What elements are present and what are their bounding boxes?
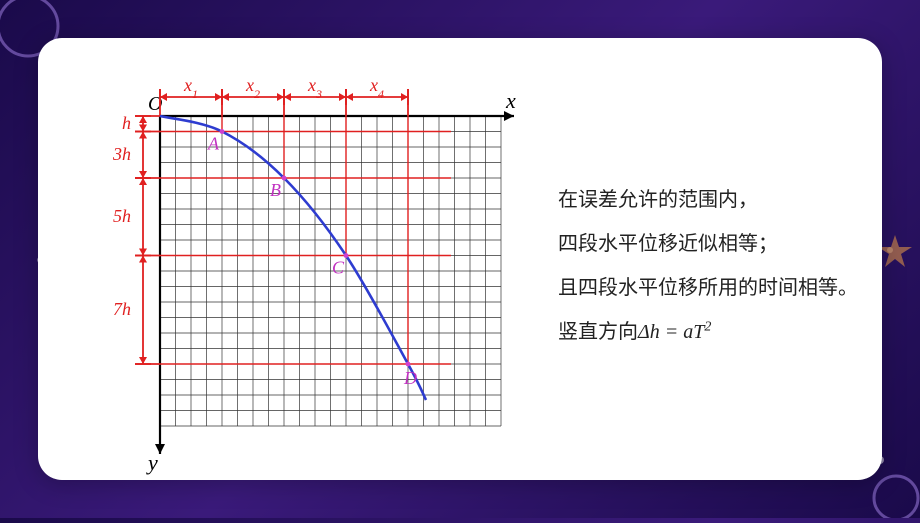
content-card: O x y x1x2x3x4 h3h5h7h ABCD 在误差允许的范围内， 四…: [38, 38, 882, 480]
svg-text:5h: 5h: [113, 206, 131, 226]
y-segment-brackets: h 3h 5h 7h: [112, 113, 160, 364]
text-line-3: 且四段水平位移所用的时间相等。: [558, 266, 888, 310]
svg-text:B: B: [270, 180, 281, 200]
x-axis-label: x: [505, 88, 516, 113]
line4-sup: 2: [704, 319, 711, 334]
trajectory-curve: [160, 116, 426, 400]
x-segment-brackets: x1x2x3x4: [160, 78, 408, 116]
svg-text:h: h: [122, 113, 131, 133]
physics-diagram: O x y x1x2x3x4 h 3h 5h 7h A B C D: [108, 78, 528, 478]
curve-points: A B C D: [207, 129, 417, 388]
explanation-text: 在误差允许的范围内， 四段水平位移近似相等； 且四段水平位移所用的时间相等。 竖…: [558, 178, 888, 354]
svg-text:D: D: [403, 368, 417, 388]
svg-text:7h: 7h: [113, 299, 131, 319]
grid: [160, 116, 501, 426]
svg-text:C: C: [332, 258, 345, 278]
svg-text:A: A: [207, 134, 220, 154]
axes: O x y: [146, 88, 516, 475]
text-line-2: 四段水平位移近似相等；: [558, 222, 888, 266]
content-area: O x y x1x2x3x4 h3h5h7h ABCD 在误差允许的范围内， 四…: [78, 68, 842, 450]
line4-prefix: 竖直方向: [558, 321, 638, 343]
line4-formula: Δh = aT: [638, 321, 704, 343]
text-line-4: 竖直方向Δh = aT2: [558, 310, 888, 354]
ring-decor: [874, 476, 918, 518]
text-line-1: 在误差允许的范围内，: [558, 178, 888, 222]
svg-text:3h: 3h: [112, 144, 131, 164]
y-axis-label: y: [146, 450, 158, 475]
